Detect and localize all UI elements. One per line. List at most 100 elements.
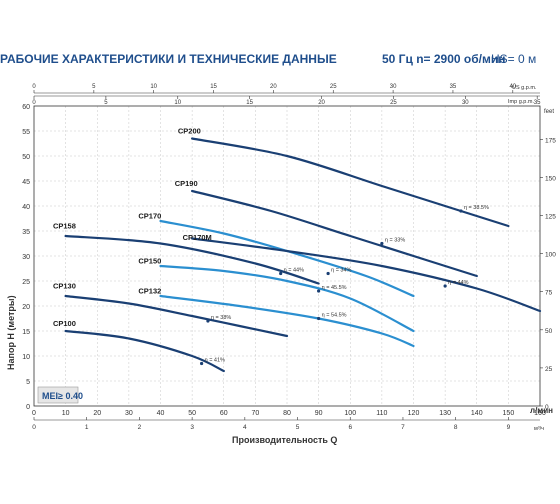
efficiency-label: η = 44% — [284, 268, 304, 274]
y-tick-label: 5 — [26, 379, 30, 386]
x-tick-label: 100 — [344, 410, 356, 417]
efficiency-point — [279, 271, 283, 276]
usgpm-tick-label: 0 — [32, 84, 36, 90]
impgpm-tick-label: 15 — [246, 100, 253, 106]
m3h-unit-label: м³/ч — [534, 426, 544, 432]
efficiency-point — [326, 271, 330, 276]
x-tick-label: 120 — [408, 410, 420, 417]
efficiency-label: η = 34% — [331, 268, 351, 274]
x-tick-label: 130 — [439, 410, 451, 417]
efficiency-label: η = 38% — [211, 315, 231, 321]
x-axis-unit-label: л/мин — [530, 406, 553, 415]
y-axis-label: Напор H (метры) — [6, 295, 16, 370]
x-tick-label: 160 — [534, 410, 546, 417]
x-tick-label: 30 — [125, 410, 133, 417]
efficiency-point — [443, 284, 447, 288]
m3h-tick-label: 8 — [454, 424, 458, 431]
impgpm-tick-label: 5 — [104, 100, 108, 106]
efficiency-label: η = 41% — [205, 358, 225, 364]
x-tick-label: 140 — [471, 410, 483, 417]
m3h-tick-label: 0 — [32, 424, 36, 431]
impgpm-tick-label: 20 — [318, 100, 325, 106]
y-tick-label: 25 — [22, 279, 30, 286]
y-tick-label: 20 — [22, 304, 30, 311]
efficiency-label: η = 44% — [448, 280, 468, 286]
usgpm-tick-label: 10 — [150, 84, 157, 90]
y-tick-label: 30 — [22, 254, 30, 261]
x-axis-label: Производительность Q — [232, 435, 337, 445]
usgpm-tick-label: 35 — [450, 84, 457, 90]
x-tick-label: 40 — [157, 410, 165, 417]
x-tick-label: 50 — [188, 410, 196, 417]
suction-height-label: HS= 0 м — [491, 52, 537, 66]
feet-tick-label: 100 — [545, 252, 556, 259]
x-tick-label: 110 — [376, 410, 387, 417]
plot-frame — [33, 105, 541, 407]
curve-cp170m — [191, 237, 542, 313]
x-tick-label: 70 — [251, 410, 259, 417]
impgpm-tick-label: 30 — [462, 100, 469, 106]
efficiency-point — [206, 319, 210, 323]
m3h-tick-label: 1 — [85, 424, 89, 431]
x-tick-label: 60 — [220, 410, 228, 417]
chart-header-title: РАБОЧИЕ ХАРАКТЕРИСТИКИ И ТЕХНИЧЕСКИЕ ДАН… — [0, 52, 337, 66]
impgpm-tick-label: 10 — [174, 100, 181, 106]
m3h-tick-label: 4 — [243, 424, 247, 431]
feet-tick-label: 150 — [545, 175, 556, 182]
feet-tick-label: 125 — [545, 214, 556, 221]
efficiency-point — [317, 289, 321, 293]
impgpm-tick-label: 25 — [390, 100, 397, 106]
efficiency-point — [380, 241, 384, 246]
feet-tick-label: 25 — [545, 366, 553, 373]
curve-label-cp132: CP132 — [138, 287, 161, 296]
m3h-tick-label: 6 — [348, 424, 352, 431]
y-tick-label: 55 — [22, 129, 30, 136]
frequency-speed-label: 50 Гц n= 2900 об/мин — [382, 52, 506, 66]
y-tick-label: 15 — [22, 329, 30, 336]
mei-label: MEI≥ 0.40 — [42, 391, 83, 401]
m3h-tick-label: 2 — [138, 424, 142, 431]
x-tick-label: 150 — [503, 410, 515, 417]
efficiency-label: η = 45.5% — [322, 285, 347, 291]
feet-unit-label: feet — [544, 109, 554, 115]
efficiency-label: η = 33% — [385, 238, 405, 244]
feet-tick-label: 0 — [545, 404, 549, 411]
y-tick-label: 35 — [22, 229, 30, 236]
curve-cp158 — [64, 234, 320, 285]
usgpm-tick-label: 30 — [390, 84, 397, 90]
usgpm-tick-label: 20 — [270, 84, 277, 90]
feet-tick-label: 50 — [545, 328, 553, 335]
usgpm-tick-label: 40 — [509, 84, 516, 90]
usgpm-tick-label: 15 — [210, 84, 217, 90]
y-tick-label: 60 — [22, 104, 30, 111]
feet-tick-label: 75 — [545, 290, 553, 297]
usgpm-tick-label: 5 — [92, 84, 96, 90]
x-tick-label: 80 — [283, 410, 291, 417]
x-tick-label: 20 — [93, 410, 101, 417]
m3h-tick-label: 9 — [507, 424, 511, 431]
axes: 0 10 20 30 40 50 60 70 80 90 100 110 120 130 140 150 160… — [22, 84, 556, 431]
curve-label-cp200: CP200 — [178, 127, 201, 136]
efficiency-label: η = 38.5% — [464, 205, 489, 211]
y-tick-label: 40 — [22, 204, 30, 211]
x-tick-label: 90 — [315, 410, 323, 417]
curve-cp130 — [64, 294, 289, 338]
impgpm-tick-label: 35 — [534, 100, 541, 106]
usgpm-tick-label: 25 — [330, 84, 337, 90]
curve-cp100 — [64, 329, 225, 373]
x-tick-label: 0 — [32, 410, 36, 417]
m3h-tick-label: 3 — [190, 424, 194, 431]
curve-label-cp150: CP150 — [138, 257, 161, 266]
y-tick-label: 50 — [22, 154, 30, 161]
curve-label-cp130: CP130 — [53, 282, 76, 291]
efficiency-point — [200, 361, 204, 366]
efficiency-point — [317, 316, 321, 321]
curve-cp150 — [159, 264, 415, 333]
y-tick-label: 45 — [22, 179, 30, 186]
pump-curves — [64, 137, 542, 373]
efficiency-label: η = 54.5% — [322, 313, 347, 319]
usgpm-unit-label: US g.p.m. — [512, 85, 537, 91]
efficiency-point — [459, 209, 463, 213]
feet-tick-label: 175 — [545, 137, 556, 144]
